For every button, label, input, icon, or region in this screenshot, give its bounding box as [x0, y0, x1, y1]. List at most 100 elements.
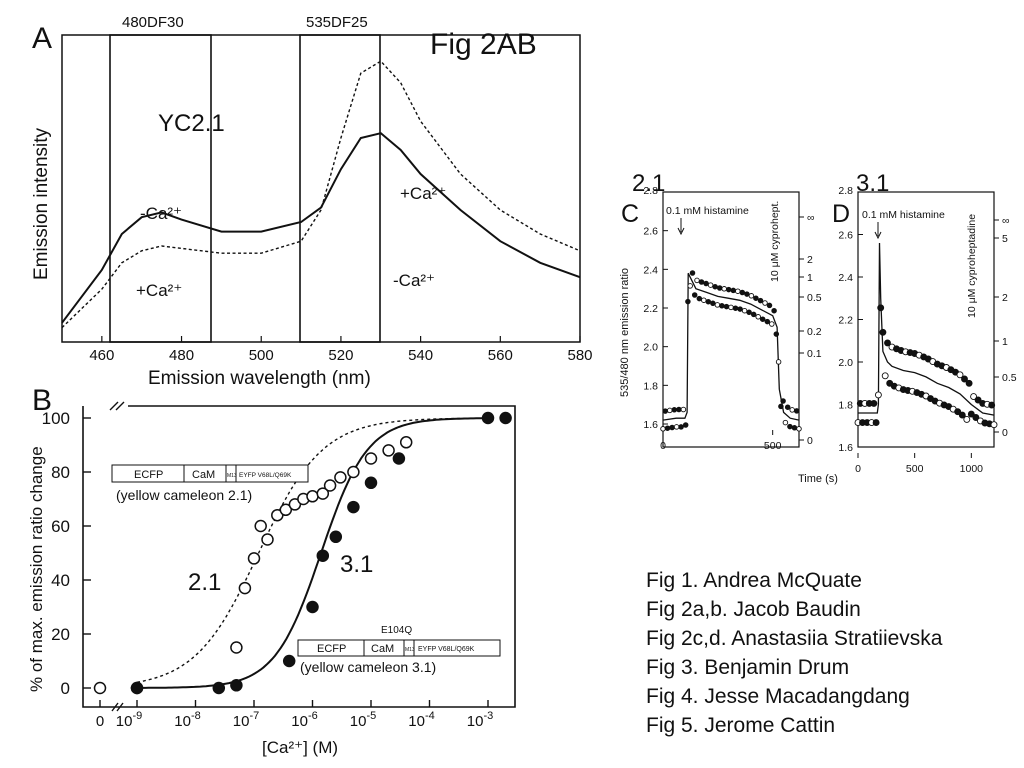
trace-point — [963, 415, 971, 423]
panel-c-histamine-arrow — [677, 218, 685, 236]
trace-point — [757, 297, 764, 304]
trace-point — [764, 318, 771, 325]
panel-b-y-tick-label: 0 — [61, 679, 70, 698]
panel-b-frame — [82, 405, 516, 708]
data-point-open — [238, 581, 252, 595]
trace-point — [707, 282, 714, 288]
panel-d-annotation-histamine: 0.1 mM histamine — [862, 209, 945, 221]
trace-point — [879, 328, 887, 336]
right-tick-label: 5 — [1002, 233, 1008, 245]
trace-point — [712, 283, 718, 290]
panel-b-y-tick-label: 40 — [51, 571, 70, 590]
data-point-open — [279, 503, 293, 517]
trace-point — [759, 316, 766, 322]
right-tick-label: 0.5 — [807, 292, 822, 304]
data-point-filled — [347, 500, 360, 514]
credit-line: Fig 2c,d. Anastasiia Stratiievska — [646, 627, 943, 650]
trace-point — [660, 426, 666, 432]
panel-a-letter: A — [32, 22, 52, 55]
trace-point — [877, 304, 885, 312]
trace-point — [716, 285, 723, 291]
label-minus-ca-left: -Ca²⁺ — [140, 204, 182, 223]
panel-b-x-tick-label: 10-3 — [467, 710, 493, 730]
panel-c-letter: C — [621, 200, 639, 228]
data-point-filled — [364, 476, 378, 490]
right-tick-label: ∞ — [1002, 215, 1010, 227]
panel-c-x-ticks: 0 500 — [660, 430, 782, 452]
data-point-filled — [499, 411, 512, 425]
trace-point — [990, 421, 998, 429]
right-tick-label: 0.1 — [807, 348, 822, 360]
trace-point — [967, 410, 975, 418]
trace-point — [664, 425, 671, 431]
panel-b-points — [93, 411, 512, 695]
panel-b-x-tick-label: 10-8 — [174, 710, 200, 730]
panel-b-x-tick-label: 0 — [96, 713, 104, 730]
panel-a-x-tick-label: 520 — [328, 347, 353, 364]
panel-d: 3.1 D 1.6 1.8 2.0 2.2 2.4 2.6 2.8 ∞ 5 2 1 0.5 0 0 50… — [798, 170, 1017, 485]
panel-a-y-axis-label: Emission intensity — [31, 127, 52, 280]
data-point-open — [334, 471, 347, 484]
panel-c-annotation-cyproheptadine: 10 μM cyprohept. — [769, 201, 781, 282]
panel-b-x-tick-label: 10-7 — [233, 710, 259, 730]
trace-point — [748, 293, 755, 299]
y-tick-label: 1.6 — [643, 419, 658, 431]
trace-point — [735, 288, 741, 294]
time-axis-label: Time (s) — [798, 473, 838, 485]
x-tick-label: 0 — [855, 463, 861, 475]
trace-point — [744, 291, 750, 297]
trace-point — [703, 280, 709, 287]
panel-a-x-axis-label: Emission wavelength (nm) — [148, 368, 371, 389]
construct2-mutation: E104Q — [381, 625, 412, 636]
label-plus-ca-right: +Ca²⁺ — [400, 184, 446, 203]
panel-d-right-ticks: ∞ 5 2 1 0.5 0 — [994, 215, 1017, 439]
trace-point — [685, 298, 691, 305]
y-tick-label: 2.0 — [838, 357, 853, 369]
panel-a-series-line — [61, 60, 581, 329]
trace-point — [691, 292, 698, 298]
right-tick-label: 2 — [807, 254, 813, 266]
series-label-2-1: 2.1 — [188, 569, 221, 596]
trace-point — [682, 422, 689, 428]
trace-point — [769, 321, 775, 327]
trace-point — [696, 295, 703, 302]
panel-d-construct-label: 3.1 — [856, 170, 889, 197]
trace-point — [782, 419, 789, 426]
panel-b-y-tick-label: 60 — [51, 517, 70, 536]
data-point-open — [254, 519, 267, 533]
panel-d-y-ticks: 1.6 1.8 2.0 2.2 2.4 2.6 2.8 — [838, 185, 863, 454]
y-tick-label: 2.4 — [643, 264, 658, 276]
trace-point — [974, 396, 982, 404]
data-point-open — [323, 479, 337, 492]
panel-b-y-tick-label: 80 — [51, 463, 70, 482]
right-tick-label: ∞ — [807, 212, 815, 224]
data-point-open — [93, 681, 107, 695]
construct1-part-ecfp: ECFP — [134, 469, 163, 481]
right-tick-label: 2 — [1002, 292, 1008, 304]
trace-point — [965, 379, 973, 387]
trace-point — [741, 307, 748, 314]
panel-b-letter: B — [32, 384, 52, 417]
construct-diagram-3-1: E104Q ECFP CaM M13 EYFP V68L/Q69K (yello… — [297, 625, 501, 675]
right-tick-label: 0.2 — [807, 326, 822, 338]
trace-point — [719, 303, 725, 309]
trace-point — [678, 424, 684, 430]
construct2-part-cam: CaM — [371, 643, 394, 655]
right-tick-label: 1 — [1002, 336, 1008, 348]
data-point-filled — [130, 681, 144, 695]
trace-point — [753, 295, 759, 301]
panel-b-axis-break-top — [109, 401, 125, 411]
panel-a-x-tick-label: 460 — [89, 347, 114, 364]
trace-point — [723, 303, 730, 310]
x-tick-label: 1000 — [960, 463, 984, 475]
figure-credits-list: Fig 1. Andrea McQuate Fig 2a,b. Jacob Ba… — [646, 566, 942, 740]
trace-point — [739, 289, 746, 296]
data-point-open — [347, 465, 360, 479]
panel-a-x-tick-label: 540 — [408, 347, 433, 364]
data-point-open — [382, 444, 395, 457]
panel-a-x-tick-label: 480 — [169, 347, 194, 364]
trace-point — [796, 426, 802, 432]
filter-band-535 — [299, 34, 381, 343]
trace-line — [662, 272, 800, 421]
trace-point — [737, 306, 743, 312]
